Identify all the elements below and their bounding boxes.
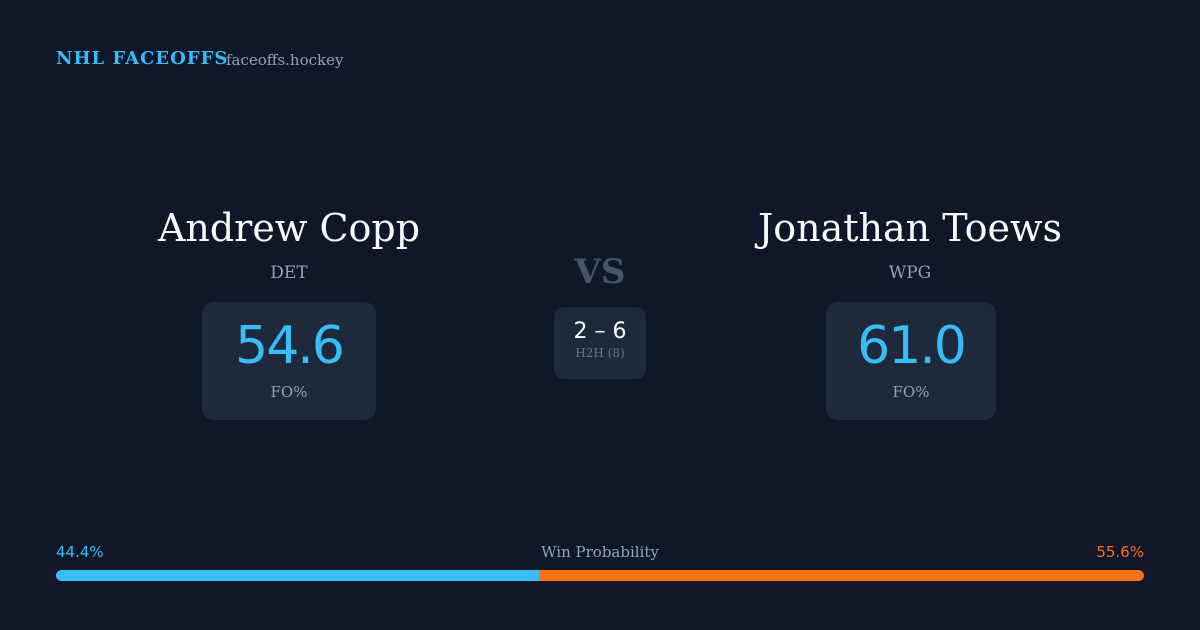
player-team: WPG (888, 263, 932, 283)
player-name: Andrew Copp (157, 206, 421, 250)
stat-card: 54.6 FO% (202, 302, 376, 420)
left-prob: 44.4% (56, 543, 104, 561)
stat-card: 61.0 FO% (826, 302, 996, 420)
h2h-card: 2 – 6 H2H (8) (554, 307, 646, 379)
h2h-label: H2H (8) (575, 346, 625, 360)
fo-pct: 54.6 (235, 316, 345, 376)
site-url: faceoffs.hockey (226, 51, 344, 69)
prob-segment (539, 570, 1144, 581)
brand: NHL FACEOFFS (56, 48, 229, 69)
fo-pct: 61.0 (857, 316, 967, 376)
prob-segment (56, 570, 540, 581)
prob-bar (56, 570, 1144, 581)
fo-label: FO% (270, 383, 308, 401)
fo-label: FO% (892, 383, 930, 401)
player-team: DET (270, 263, 308, 283)
right-prob: 55.6% (1096, 543, 1144, 561)
versus: VS (574, 252, 626, 292)
h2h-score: 2 – 6 (573, 319, 627, 344)
player-name: Jonathan Toews (758, 206, 1062, 250)
win-prob-title: Win Probability (541, 543, 659, 561)
